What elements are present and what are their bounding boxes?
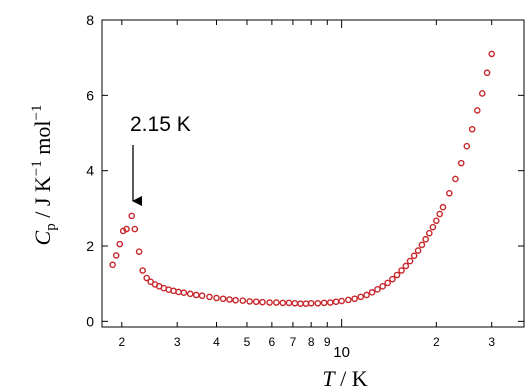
data-point xyxy=(414,247,422,254)
data-point xyxy=(363,291,370,299)
data-point xyxy=(266,299,273,306)
data-point xyxy=(457,159,465,167)
data-point xyxy=(393,271,401,279)
data-point xyxy=(192,291,200,299)
data-point xyxy=(273,299,280,306)
data-point xyxy=(406,257,414,265)
x-tick-label: 8 xyxy=(308,335,315,349)
data-point xyxy=(478,90,486,97)
x-tick-label: 6 xyxy=(269,335,276,349)
data-point xyxy=(297,300,304,307)
data-point xyxy=(259,298,266,306)
data-point xyxy=(483,69,491,77)
x-axis-label: T / K xyxy=(322,366,367,391)
data-point xyxy=(175,288,182,296)
y-tick-label: 4 xyxy=(86,163,94,179)
data-point xyxy=(389,275,396,283)
data-point xyxy=(474,107,481,114)
data-point xyxy=(357,293,365,301)
data-point xyxy=(429,223,437,231)
data-point xyxy=(109,261,116,269)
data-point xyxy=(374,286,381,293)
data-point xyxy=(246,298,253,305)
x-tick-label: 7 xyxy=(290,335,297,349)
annotation: 2.15 K xyxy=(130,113,191,136)
y-tick-label: 0 xyxy=(86,313,94,329)
x-label-unit: / K xyxy=(335,366,368,391)
x-tick-label: 3 xyxy=(488,335,495,349)
x-tick-label: 4 xyxy=(213,335,220,349)
data-point xyxy=(291,299,299,307)
y-label-unit: / J K xyxy=(30,176,55,223)
data-point xyxy=(384,279,391,287)
x-tick-label: 2 xyxy=(118,335,125,349)
data-point xyxy=(463,142,471,150)
data-point xyxy=(307,299,315,307)
data-point xyxy=(285,299,293,307)
data-point xyxy=(252,298,260,306)
x-tick-label: 9 xyxy=(324,335,331,349)
data-point xyxy=(279,299,287,307)
data-point xyxy=(232,296,239,304)
y-axis-label: Cp / J K−1 mol−1 xyxy=(29,105,59,246)
data-point xyxy=(426,229,433,237)
data-point xyxy=(213,294,220,302)
x-label-symbol: T xyxy=(322,366,336,391)
data-point xyxy=(198,292,206,300)
data-point xyxy=(398,267,405,274)
data-point xyxy=(345,296,352,304)
data-point xyxy=(433,217,440,225)
data-point xyxy=(186,290,194,298)
data-point xyxy=(239,297,247,304)
data-point xyxy=(219,295,227,303)
data-point xyxy=(302,300,310,307)
data-point xyxy=(410,252,418,260)
data-point xyxy=(206,293,213,301)
data-point xyxy=(135,248,143,255)
data-point xyxy=(488,50,496,58)
data-point xyxy=(131,225,139,233)
y-label-symbol: C xyxy=(30,230,55,245)
data-point xyxy=(143,274,151,282)
data-point xyxy=(320,299,328,307)
data-point xyxy=(332,298,340,306)
data-point xyxy=(422,235,429,243)
plot-frame xyxy=(101,19,525,328)
data-point xyxy=(379,283,386,290)
x-tick-label: 5 xyxy=(244,335,251,349)
data-point xyxy=(139,267,146,274)
data-point xyxy=(418,241,426,249)
y-label-exp: −1 xyxy=(29,160,45,176)
data-point xyxy=(116,240,124,248)
data-point xyxy=(338,297,345,305)
x-tick-label: 2 xyxy=(433,335,440,349)
y-tick-label: 6 xyxy=(86,87,94,103)
data-point xyxy=(468,125,476,133)
data-point xyxy=(112,252,120,259)
data-point xyxy=(226,296,233,303)
data-point xyxy=(326,299,334,306)
data-point xyxy=(402,262,410,270)
x-tick-label: 3 xyxy=(174,335,181,349)
y-label-exp: −1 xyxy=(29,105,45,121)
data-point xyxy=(314,299,322,307)
data-point xyxy=(436,210,443,218)
y-label-sub: p xyxy=(43,223,59,231)
data-point xyxy=(446,189,453,197)
data-point xyxy=(180,289,188,297)
data-point xyxy=(452,175,459,183)
x-tick-label: 10 xyxy=(333,344,350,361)
y-label-unit: mol xyxy=(30,121,55,161)
data-point xyxy=(368,289,376,296)
y-tick-label: 2 xyxy=(86,238,94,254)
data-point xyxy=(439,203,447,211)
data-point xyxy=(128,212,135,220)
data-point xyxy=(123,225,130,233)
y-tick-label: 8 xyxy=(86,12,94,28)
data-point xyxy=(351,295,358,303)
